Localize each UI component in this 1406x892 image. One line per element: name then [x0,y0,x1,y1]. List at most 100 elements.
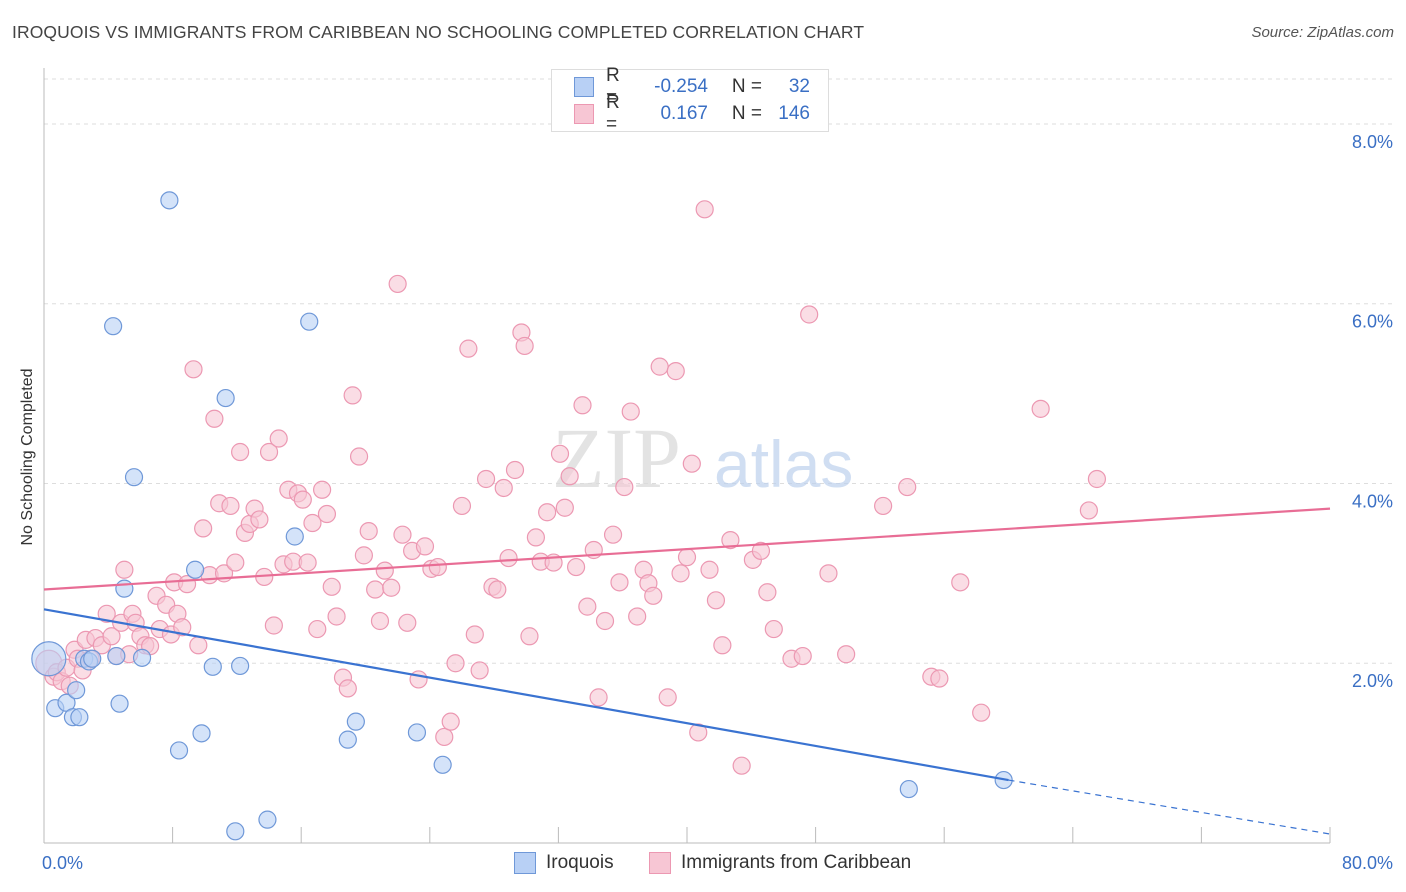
iroquois-point [83,649,102,668]
r-value: -0.254 [654,76,708,97]
x-tick-label: 80.0% [1342,853,1393,873]
iroquois-point [186,560,205,579]
caribbean-point [173,618,192,637]
iroquois-point [160,191,179,210]
caribbean-point [578,597,597,616]
source-label: Source: ZipAtlas.com [1251,24,1394,41]
correlation-legend: R = -0.254 N = 32 R = 0.167 N = 146 [551,65,829,135]
caribbean-point [388,274,407,294]
iroquois-point [231,656,250,676]
iroquois-swatch [514,852,536,874]
caribbean-point [312,480,332,499]
y-tick-label: 4.0% [1352,491,1393,511]
caribbean-point [452,496,472,516]
caribbean-point [930,669,949,688]
caribbean-point [951,573,970,592]
caribbean-point [972,703,991,722]
y-tick-label: 2.0% [1352,671,1393,691]
chart-title: IROQUOIS VS IMMIGRANTS FROM CARIBBEAN NO… [12,22,865,42]
caribbean-trend-line [43,507,1331,591]
caribbean-point [393,525,412,544]
caribbean-point [359,522,378,541]
caribbean-point [682,454,701,473]
caribbean-point [666,362,685,381]
y-tick-label: 6.0% [1352,312,1393,332]
caribbean-point [488,580,507,599]
caribbean-point [435,727,454,747]
caribbean-point [465,625,484,644]
iroquois-point [169,741,189,760]
caribbean-point [366,580,385,599]
iroquois-point [433,755,452,774]
iroquois-point [124,468,144,487]
caribbean-point [441,712,460,731]
caribbean-point [621,402,640,421]
caribbean-point [354,546,373,565]
caribbean-point [298,553,317,572]
iroquois-trend-line [43,608,1009,782]
caribbean-point [758,583,777,602]
watermark-atlas: atlas [714,427,853,501]
caribbean-point [115,560,134,579]
caribbean-point [349,447,369,466]
caribbean-point [303,513,322,533]
iroquois-points [31,191,1013,841]
iroquois-point [300,312,319,331]
trend-lines [43,507,1331,835]
caribbean-point [555,498,574,517]
caribbean-point [538,503,557,522]
caribbean-point [505,460,525,480]
caribbean-point [415,537,435,556]
iroquois-point [110,694,129,713]
legend-label: Immigrants from Caribbean [681,852,912,873]
watermark: ZIP atlas [552,410,853,506]
caribbean-point [317,504,337,524]
r-value: 0.167 [660,103,708,124]
caribbean-point [264,616,283,635]
caribbean-point [322,577,341,596]
caribbean-point [231,442,250,462]
caribbean-point [189,636,208,655]
caribbean-point [1087,469,1107,489]
caribbean-point [589,688,608,707]
iroquois-point [70,708,89,727]
iroquois-point [346,712,365,731]
caribbean-point [428,557,447,577]
legend-item-caribbean[interactable]: Immigrants from Caribbean [649,852,911,874]
n-value: 146 [778,103,810,124]
caribbean-point [327,607,346,626]
caribbean-point [732,756,751,775]
caribbean-point [520,627,539,646]
caribbean-point [526,528,545,547]
caribbean-point [689,723,708,742]
caribbean-point [250,510,269,529]
iroquois-point [338,730,357,749]
caribbean-point [343,386,362,405]
legend-item-iroquois[interactable]: Iroquois [514,852,614,874]
legend-label: Iroquois [546,852,614,873]
r-label: R = [606,92,620,135]
caribbean-point [800,305,819,324]
iroquois-point [104,317,123,336]
iroquois-point [258,810,277,829]
iroquois-point [132,648,152,667]
r-label: R = [606,65,620,108]
caribbean-point [308,619,327,639]
caribbean-point [677,548,697,567]
caribbean-point [713,636,732,655]
n-label: N = [731,76,762,97]
caribbean-point [573,396,592,415]
caribbean-point [194,519,213,538]
caribbean-point [459,339,478,358]
caribbean-point [650,357,669,376]
caribbean-point [898,477,917,497]
caribbean-point [615,477,634,497]
caribbean-point [874,496,893,516]
legend-row-iroquois: R = -0.254 N = 32 [574,65,810,108]
iroquois-trend-extension [1008,779,1331,835]
iroquois-point [192,724,211,743]
caribbean-point [102,627,121,646]
y-tick-label: 8.0% [1352,132,1393,152]
iroquois-point [67,681,86,700]
caribbean-point [764,619,783,639]
